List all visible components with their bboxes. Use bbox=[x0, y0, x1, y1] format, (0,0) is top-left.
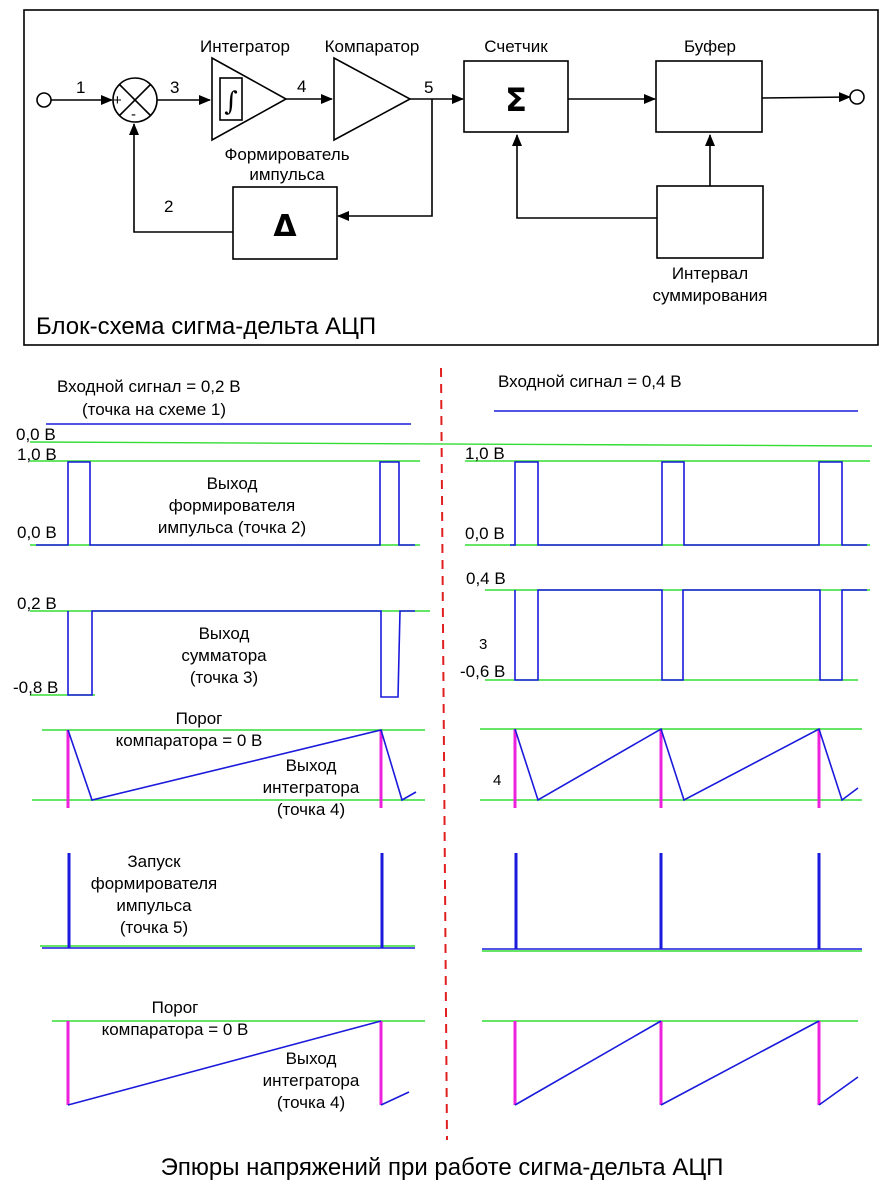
panel-divider bbox=[440, 367, 448, 1141]
left-pulse-low-level: 0,0 В bbox=[17, 523, 57, 542]
summer-node: + - bbox=[112, 77, 158, 123]
left-adder-low-level: -0,8 В bbox=[13, 678, 58, 697]
summer-minus-sign: - bbox=[131, 106, 136, 123]
right-pulse-high-level: 1,0 В bbox=[465, 444, 505, 463]
node-label-2: 2 bbox=[164, 197, 173, 216]
integrator-symbol: ∫ bbox=[224, 87, 238, 117]
right-integrator2-ramp-1 bbox=[514, 1020, 662, 1106]
waveform-panel: Входной сигнал = 0,2 В (точка на схеме 1… bbox=[13, 367, 873, 1181]
wire-interval-to-counter bbox=[512, 134, 657, 219]
trigger-label-4: (точка 5) bbox=[120, 918, 188, 937]
row-trigger: Запуск формирователя импульса (точка 5) bbox=[40, 852, 862, 952]
counter-block bbox=[463, 60, 569, 133]
comparator-block bbox=[333, 56, 412, 142]
left-input-label-line2: (точка на схеме 1) bbox=[82, 400, 226, 419]
interval-label-line2: суммирования bbox=[653, 286, 768, 305]
block-diagram: 1 + - 3 ∫ Интегратор 4 Компаратор 5 Σ Сч… bbox=[23, 9, 879, 346]
bottom-caption: Эпюры напряжений при работе сигма-дельта… bbox=[161, 1154, 724, 1181]
row-integrator-1: Порог компаратора = 0 В Выход интегратор… bbox=[32, 709, 862, 819]
right-adder-marker: 3 bbox=[479, 636, 487, 653]
left-integrator2-tail bbox=[380, 1091, 410, 1106]
pulse-former-output-label-3: импульса (точка 2) bbox=[158, 518, 306, 537]
zero-reference-label: 0,0 В bbox=[16, 425, 56, 444]
diagram-caption: Блок-схема сигма-дельта АЦП bbox=[36, 313, 376, 340]
comparator-label: Компаратор bbox=[325, 37, 420, 56]
right-pulse-former-waveform bbox=[510, 461, 867, 546]
left-integrator2-ramp bbox=[67, 1020, 382, 1106]
integrator2-output-label-3: (точка 4) bbox=[277, 1093, 345, 1112]
trigger-label-3: импульса bbox=[116, 896, 192, 915]
wire-output bbox=[761, 92, 851, 103]
pulse-former-block bbox=[232, 186, 338, 260]
threshold2-label-2: компаратора = 0 В bbox=[102, 1020, 249, 1039]
pulse-former-output-label-1: Выход bbox=[207, 474, 258, 493]
interval-label-line1: Интервал bbox=[672, 264, 748, 283]
left-input-label-line1: Входной сигнал = 0,2 В bbox=[57, 377, 241, 396]
adder-output-label-2: сумматора bbox=[181, 646, 267, 665]
buffer-block bbox=[655, 60, 763, 133]
node-label-5: 5 bbox=[424, 78, 433, 97]
counter-label: Счетчик bbox=[484, 37, 548, 56]
wire-feedback-to-pulse-former bbox=[337, 99, 433, 221]
zero-reference-line bbox=[29, 441, 873, 447]
integrator-output-label-2: интегратора bbox=[263, 778, 360, 797]
summer-plus-sign: + bbox=[113, 92, 122, 109]
threshold-label-1: Порог bbox=[176, 709, 223, 728]
right-adder-waveform bbox=[514, 589, 867, 681]
row-integrator-2: Порог компаратора = 0 В Выход интегратор… bbox=[52, 998, 859, 1112]
node-label-3: 3 bbox=[170, 78, 179, 97]
trigger-label-2: формирователя bbox=[91, 874, 218, 893]
right-integrator2-ramp-3 bbox=[818, 1076, 859, 1106]
left-adder-high-level: 0,2 В bbox=[17, 594, 57, 613]
counter-symbol: Σ bbox=[505, 81, 527, 119]
buffer-label: Буфер bbox=[684, 37, 736, 56]
input-terminal bbox=[36, 92, 52, 108]
row-adder: 0,2 В -0,8 В 0,4 В -0,6 В 3 Выход суммат… bbox=[13, 569, 870, 698]
integrator-output-label-3: (точка 4) bbox=[277, 800, 345, 819]
integrator2-output-label-1: Выход bbox=[286, 1049, 337, 1068]
adder-output-label-3: (точка 3) bbox=[190, 668, 258, 687]
left-pulse-former-waveform bbox=[36, 461, 415, 546]
trigger-label-1: Запуск bbox=[127, 852, 181, 871]
pulse-former-output-label-2: формирователя bbox=[169, 496, 296, 515]
right-integrator-waveform bbox=[514, 727, 859, 802]
right-integrator-marker: 4 bbox=[493, 772, 501, 789]
right-pulse-low-level: 0,0 В bbox=[465, 524, 505, 543]
node-label-4: 4 bbox=[297, 77, 306, 96]
output-terminal bbox=[849, 89, 865, 105]
adder-output-label-1: Выход bbox=[199, 624, 250, 643]
wire-pulse-former-to-summer bbox=[129, 123, 233, 233]
left-adder-waveform bbox=[67, 610, 415, 698]
interval-block bbox=[656, 185, 764, 259]
right-adder-high-level: 0,4 В bbox=[466, 569, 506, 588]
right-input-label: Входной сигнал = 0,4 В bbox=[498, 372, 682, 391]
threshold2-label-1: Порог bbox=[152, 998, 199, 1017]
integrator2-output-label-2: интегратора bbox=[263, 1071, 360, 1090]
row-pulse-former: 1,0 В 0,0 В 1,0 В 0,0 В Выход формироват… bbox=[17, 444, 870, 546]
integrator-label: Интегратор bbox=[200, 37, 290, 56]
integrator-block: ∫ bbox=[211, 56, 288, 142]
pulse-former-label-line1: Формирователь bbox=[224, 145, 349, 164]
pulse-former-symbol: Δ bbox=[273, 209, 297, 244]
right-adder-low-level: -0,6 В bbox=[460, 662, 505, 681]
integrator-output-label-1: Выход bbox=[286, 756, 337, 775]
left-pulse-high-level: 1,0 В bbox=[17, 445, 57, 464]
pulse-former-label-line2: импульса bbox=[249, 165, 325, 184]
node-label-1: 1 bbox=[76, 78, 85, 97]
threshold-label-2: компаратора = 0 В bbox=[116, 731, 263, 750]
left-integrator-waveform bbox=[67, 729, 417, 802]
right-integrator2-ramp-2 bbox=[660, 1020, 820, 1106]
